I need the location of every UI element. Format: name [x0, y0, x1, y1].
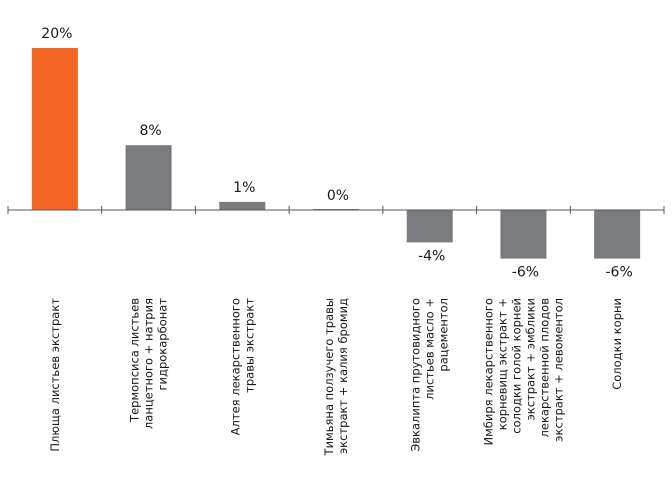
tick-label: листьев масло +: [423, 298, 437, 400]
data-label: 20%: [41, 26, 72, 42]
tick-label: Термопсиса листьев: [128, 298, 142, 423]
category-label: Солодки корни: [610, 298, 624, 390]
category-labels-group: Плюща листьев экстракт Термопсиса листьев…: [48, 298, 624, 457]
category-label: Эвкалипта прутовидного листьев масло + рац…: [409, 298, 451, 452]
bar: [125, 145, 172, 210]
tick-label: экстракт + калия бромид: [336, 298, 350, 454]
tick-label: Алтея лекарственного: [228, 298, 242, 435]
tick-label: рацементол: [437, 298, 451, 372]
category-label: Тимьяна ползучего травы экстракт + калия …: [322, 298, 350, 456]
category-label: Термопсиса листьев ланцетного + натрия гид…: [128, 298, 170, 429]
tick-label: экстракт + эмблики: [523, 298, 537, 421]
tick-label: Солодки корни: [610, 298, 624, 390]
tick-label: ланцетного + натрия: [142, 298, 156, 429]
category-label: Плюща листьев экстракт: [48, 298, 62, 452]
bar: [406, 210, 453, 243]
data-label: 1%: [233, 180, 255, 196]
data-label: -6%: [512, 265, 539, 281]
tick-label: Эвкалипта прутовидного: [409, 298, 423, 452]
bar: [31, 48, 78, 210]
tick-label: солодки голой корней: [509, 298, 523, 434]
tick-label: гидрокарбонат: [156, 298, 170, 391]
tick-label: лекарственной плодов: [537, 298, 551, 438]
bars-group: [31, 48, 641, 259]
data-label: 0%: [327, 188, 349, 204]
tick-label: Плюща листьев экстракт: [48, 298, 62, 452]
data-label: -4%: [418, 248, 445, 264]
tick-label: Имбиря лекарственного: [481, 298, 495, 445]
tick-label: Тимьяна ползучего травы: [322, 298, 336, 456]
tick-label: корневищ экстракт +: [495, 298, 509, 430]
bar: [594, 210, 641, 259]
x-axis: [7, 206, 665, 214]
category-label: Имбиря лекарственного корневищ экстракт +…: [481, 298, 565, 446]
tick-label: экстракт + левоментол: [551, 298, 565, 442]
bar: [500, 210, 547, 259]
bar: [219, 201, 266, 210]
data-label: 8%: [139, 123, 161, 139]
value-labels-group: 20% 8% 1% 0% -4% -6% -6%: [41, 26, 632, 281]
data-label: -6%: [606, 265, 633, 281]
tick-label: травы экстракт: [242, 298, 256, 393]
category-label: Алтея лекарственного травы экстракт: [228, 298, 256, 436]
